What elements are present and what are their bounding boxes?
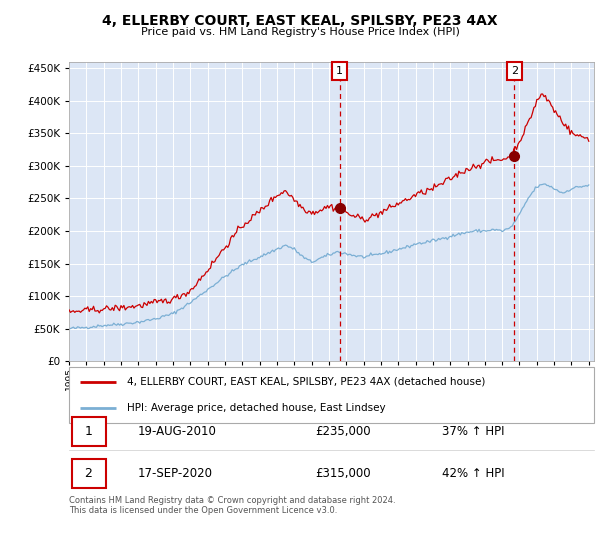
Text: 19-AUG-2010: 19-AUG-2010 bbox=[137, 425, 216, 438]
Text: Contains HM Land Registry data © Crown copyright and database right 2024.
This d: Contains HM Land Registry data © Crown c… bbox=[69, 496, 395, 515]
Text: Price paid vs. HM Land Registry's House Price Index (HPI): Price paid vs. HM Land Registry's House … bbox=[140, 27, 460, 37]
Text: 17-SEP-2020: 17-SEP-2020 bbox=[137, 467, 212, 480]
Text: 2: 2 bbox=[511, 67, 518, 76]
Text: 1: 1 bbox=[337, 67, 343, 76]
Text: £235,000: £235,000 bbox=[316, 425, 371, 438]
Text: HPI: Average price, detached house, East Lindsey: HPI: Average price, detached house, East… bbox=[127, 403, 385, 413]
Text: £315,000: £315,000 bbox=[316, 467, 371, 480]
Text: 4, ELLERBY COURT, EAST KEAL, SPILSBY, PE23 4AX: 4, ELLERBY COURT, EAST KEAL, SPILSBY, PE… bbox=[102, 14, 498, 28]
Text: 4, ELLERBY COURT, EAST KEAL, SPILSBY, PE23 4AX (detached house): 4, ELLERBY COURT, EAST KEAL, SPILSBY, PE… bbox=[127, 377, 485, 387]
Text: 2: 2 bbox=[85, 467, 92, 480]
FancyBboxPatch shape bbox=[71, 459, 106, 488]
FancyBboxPatch shape bbox=[71, 417, 106, 446]
Text: 42% ↑ HPI: 42% ↑ HPI bbox=[442, 467, 505, 480]
Text: 1: 1 bbox=[85, 425, 92, 438]
Text: 37% ↑ HPI: 37% ↑ HPI bbox=[442, 425, 504, 438]
